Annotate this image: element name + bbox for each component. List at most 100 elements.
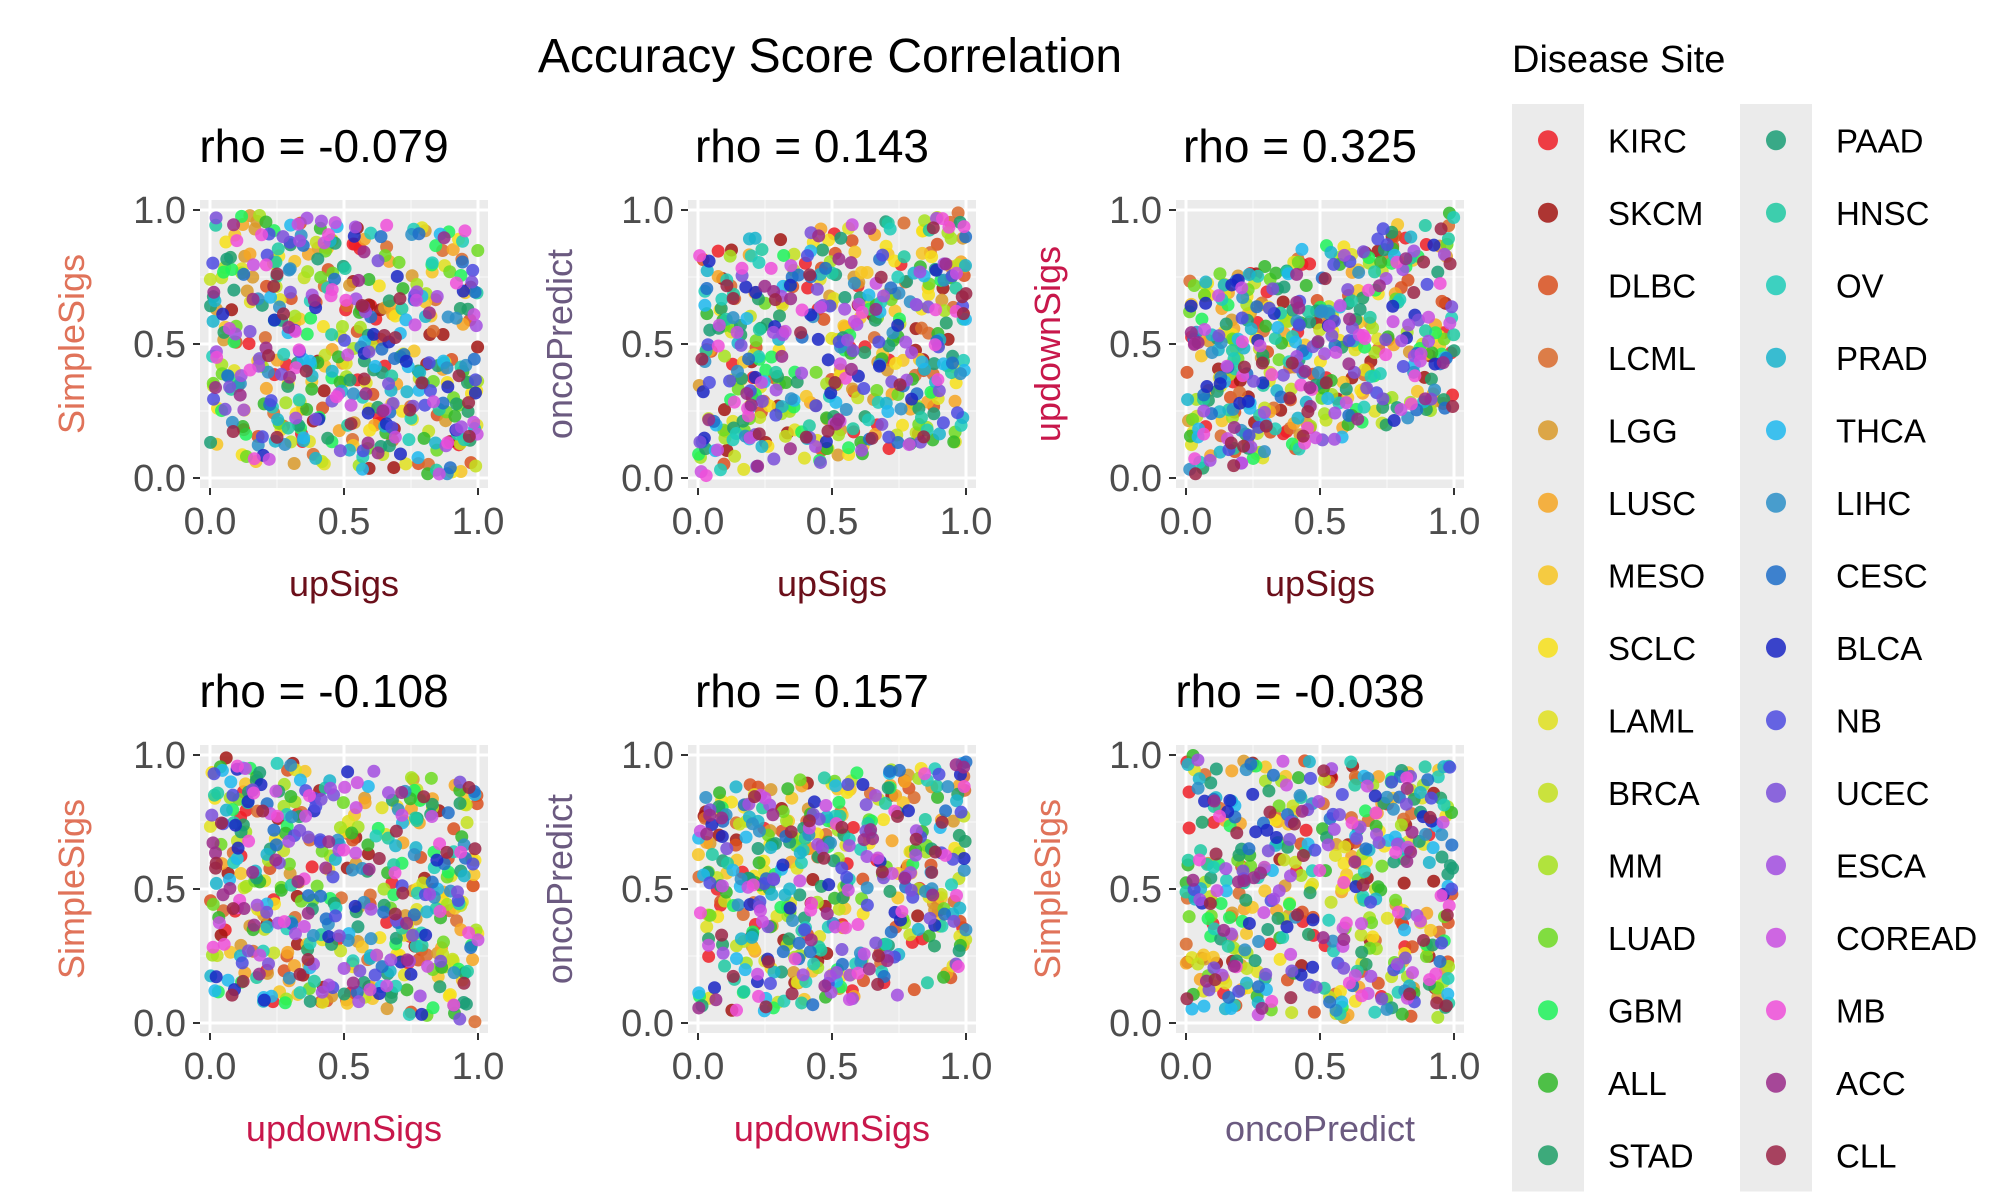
data-point [814,300,828,314]
data-point [929,303,943,317]
data-point [785,987,799,1001]
data-point [1327,822,1341,836]
data-point [1372,279,1386,293]
data-point [332,929,346,943]
data-point [322,835,336,849]
data-point [1370,827,1384,841]
data-point [231,841,245,855]
data-point [1262,301,1276,315]
data-point [1350,831,1364,845]
data-point [1246,787,1260,801]
legend-label: BRCA [1608,775,1700,812]
x-axis-title: upSigs [289,563,399,604]
legend-swatch [1766,420,1786,441]
legend-label: SCLC [1608,630,1696,667]
data-point [359,387,373,401]
data-point [344,417,358,431]
data-point [1348,855,1362,869]
data-point [325,328,339,342]
data-point [363,983,377,997]
data-point [1279,778,1293,792]
data-point [260,905,274,919]
legend-swatch [1538,927,1558,948]
data-point [425,810,439,824]
data-point [909,832,923,846]
data-point [252,967,266,981]
data-point [1355,989,1369,1003]
data-point [217,937,231,951]
data-point [1335,788,1349,802]
legend-item: ALL [1538,1065,1667,1102]
data-point [724,795,738,809]
data-point [718,349,732,363]
legend-swatch [1538,782,1558,803]
legend-swatch [1766,927,1786,948]
x-tick-label: 1.0 [1428,1046,1481,1088]
x-tick-label: 0.5 [318,1046,371,1088]
data-point [372,279,386,293]
data-point [872,335,886,349]
data-point [1389,893,1403,907]
data-point [1308,843,1322,857]
data-point [700,827,714,841]
data-point [467,415,481,429]
data-point [1303,381,1317,395]
data-point [362,862,376,876]
data-point [1237,360,1251,374]
data-point [726,863,740,877]
data-point [314,270,328,284]
x-tick-label: 0.0 [672,1046,725,1088]
data-point [795,996,809,1010]
data-point [1440,908,1454,922]
scatter-panel: 0.00.0 0.5 0.5 1.0 1.0 rho = -0.079 upSigs Simp… [51,120,504,604]
data-point [364,932,378,946]
data-point [301,889,315,903]
y-tick-label: 0.0 [621,458,674,500]
data-point [822,233,836,247]
data-point [832,902,846,916]
data-point [247,918,261,932]
data-point [270,809,284,823]
data-point [795,303,809,317]
data-point [723,249,737,263]
data-point [1371,880,1385,894]
data-point [1441,971,1455,985]
data-point [734,338,748,352]
data-point [223,380,237,394]
data-point [1302,927,1316,941]
data-point [1374,255,1388,269]
data-points [1179,749,1460,1025]
data-point [1386,299,1400,313]
data-point [247,452,261,466]
data-point [1236,291,1250,305]
x-tick-label: 0.0 [184,1046,237,1088]
data-point [1360,381,1374,395]
data-point [769,365,783,379]
data-point [447,822,461,836]
data-point [954,805,968,819]
data-point [1433,276,1447,290]
y-axis-title: SimpleSigs [51,254,92,434]
data-point [311,252,325,266]
data-point [1209,762,1223,776]
data-point [784,392,798,406]
data-point [1269,266,1283,280]
data-point [851,918,865,932]
data-point [467,352,481,366]
data-point [1441,232,1455,246]
data-point [1418,760,1432,774]
data-point [751,842,765,856]
data-point [902,438,916,452]
data-point [324,289,338,303]
x-tick-label: 0.5 [318,501,371,543]
data-point [1268,331,1282,345]
data-point [701,338,715,352]
data-point [828,376,842,390]
data-point [355,462,369,476]
data-point [203,819,217,833]
data-point [362,345,376,359]
legend-label: THCA [1836,412,1926,449]
data-points [203,209,485,481]
data-point [377,882,391,896]
legend-label: LAML [1608,702,1694,739]
